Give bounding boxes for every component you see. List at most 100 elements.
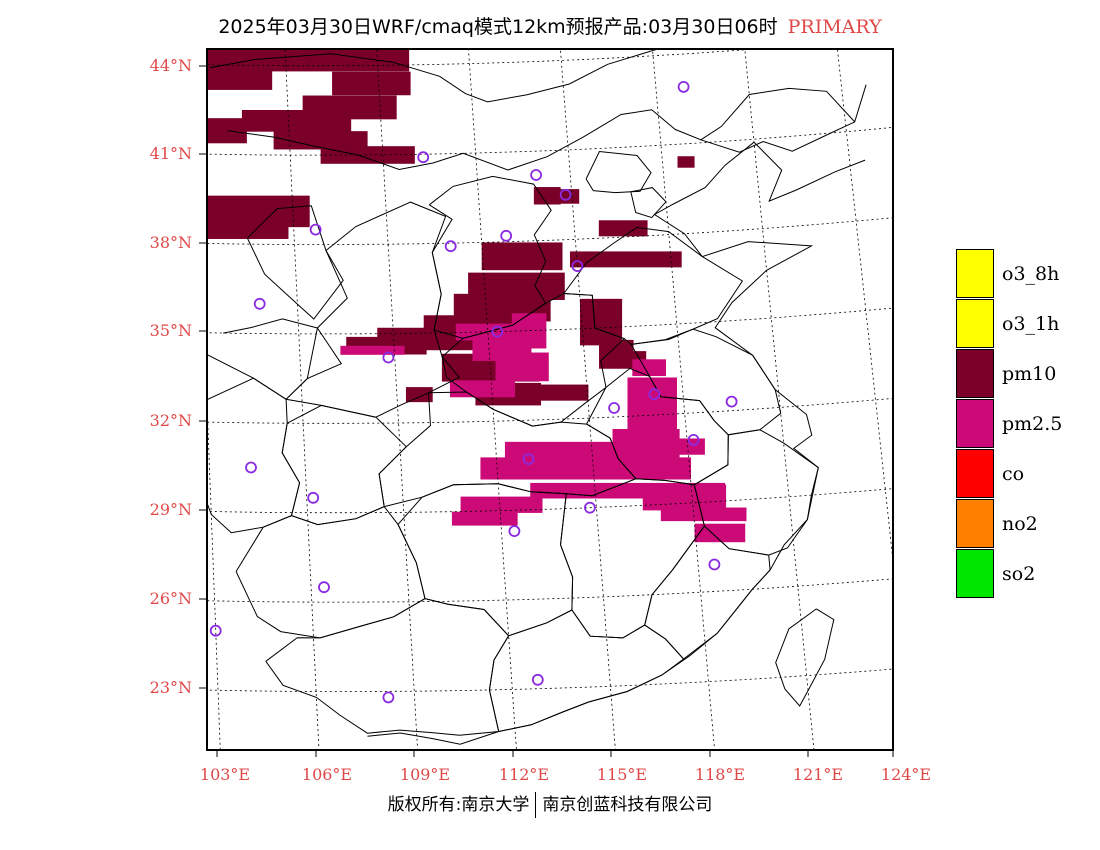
monitoring-station-marker bbox=[307, 491, 320, 504]
boundary-line bbox=[700, 84, 867, 153]
map-title: 2025年03月30日WRF/cmaq模式12km预报产品:03月30日06时 P… bbox=[0, 12, 1100, 39]
lon-label: 118°E bbox=[694, 765, 746, 784]
pm10-cell bbox=[405, 387, 433, 403]
monitoring-station-marker bbox=[417, 151, 430, 164]
pm10-cell bbox=[677, 156, 695, 168]
pm10-cell bbox=[207, 118, 247, 144]
station-layer bbox=[209, 81, 738, 704]
pm10-cell bbox=[598, 220, 648, 237]
pm10-cell bbox=[207, 70, 273, 90]
pm10-cell bbox=[207, 49, 410, 72]
pm25-cell bbox=[694, 523, 746, 543]
monitoring-station-marker bbox=[584, 501, 596, 514]
lat-label: 29°N bbox=[149, 500, 192, 519]
monitoring-station-marker bbox=[522, 453, 535, 466]
pm10-cell bbox=[533, 187, 561, 205]
pm25-cell bbox=[495, 352, 549, 382]
boundary-line bbox=[227, 87, 856, 171]
pm25-cell bbox=[612, 429, 647, 452]
boundary-line bbox=[563, 226, 744, 345]
boundary-line bbox=[246, 205, 344, 320]
pm25-cell bbox=[660, 507, 747, 522]
parallel-line bbox=[207, 578, 893, 603]
legend-swatch bbox=[956, 349, 994, 398]
pm25-cell bbox=[451, 511, 518, 526]
boundary-line bbox=[775, 608, 835, 707]
parallel-line bbox=[207, 397, 893, 424]
monitoring-station-marker bbox=[309, 223, 322, 236]
lat-label: 38°N bbox=[149, 233, 192, 252]
map-frame bbox=[206, 48, 894, 751]
pm25-cell bbox=[340, 345, 405, 355]
monitoring-station-marker bbox=[708, 558, 721, 571]
lon-label: 115°E bbox=[596, 765, 648, 784]
pm10-cell bbox=[249, 205, 298, 225]
monitoring-station-marker bbox=[382, 351, 395, 364]
boundary-line bbox=[630, 187, 667, 219]
lat-label: 23°N bbox=[149, 678, 192, 697]
primary-tag: PRIMARY bbox=[787, 16, 882, 38]
meridian-line bbox=[100, 0, 123, 777]
pm10-cell bbox=[320, 146, 415, 164]
pm10-cell bbox=[207, 219, 289, 239]
pm10-cell bbox=[273, 131, 368, 150]
parallel-line bbox=[207, 668, 893, 692]
meridian-line bbox=[744, 49, 815, 750]
legend-label: so2 bbox=[1002, 563, 1036, 585]
monitoring-station-marker bbox=[253, 297, 266, 310]
monitoring-station-marker bbox=[318, 581, 330, 594]
boundary-line bbox=[207, 377, 301, 534]
lat-label: 41°N bbox=[149, 144, 192, 163]
monitoring-station-marker bbox=[500, 229, 513, 242]
pm25-cell bbox=[449, 380, 516, 398]
monitoring-station-marker bbox=[209, 624, 222, 637]
boundary-line bbox=[265, 598, 510, 736]
legend-label: pm2.5 bbox=[1002, 413, 1063, 435]
boundary-line bbox=[285, 201, 460, 418]
pm10-cell bbox=[569, 251, 682, 268]
pm10-cell bbox=[332, 71, 411, 96]
copyright-company: 南京创蓝科技有限公司 bbox=[542, 795, 713, 815]
lon-label: 106°E bbox=[301, 765, 353, 784]
monitoring-station-marker bbox=[382, 691, 395, 704]
lat-label: 32°N bbox=[149, 411, 192, 430]
copyright-owner: 版权所有:南京大学 bbox=[387, 795, 530, 815]
lat-label: 35°N bbox=[149, 321, 192, 340]
legend-label: co bbox=[1002, 463, 1025, 485]
boundary-line bbox=[207, 318, 318, 400]
monitoring-station-marker bbox=[508, 525, 521, 537]
pm10-cell bbox=[579, 298, 623, 346]
pollution-layer bbox=[207, 49, 747, 543]
legend-label: pm10 bbox=[1002, 363, 1057, 385]
pm25-cell bbox=[642, 484, 727, 511]
footer-separator bbox=[535, 792, 537, 818]
meridian-line bbox=[376, 49, 419, 750]
meridian-line bbox=[837, 49, 893, 564]
monitoring-station-marker bbox=[725, 395, 738, 408]
meridian-line bbox=[284, 49, 320, 750]
monitoring-station-marker bbox=[530, 169, 542, 181]
pm10-cell bbox=[481, 242, 563, 271]
lat-label: 44°N bbox=[149, 56, 192, 75]
boundary-layer bbox=[207, 49, 867, 745]
boundary-line bbox=[209, 49, 660, 103]
boundary-line bbox=[693, 429, 819, 556]
legend-label: no2 bbox=[1002, 513, 1038, 535]
boundary-line bbox=[235, 505, 426, 639]
pm25-cell bbox=[664, 438, 705, 455]
legend-swatch bbox=[956, 449, 994, 498]
pm25-cell bbox=[511, 313, 547, 349]
monitoring-station-marker bbox=[491, 325, 504, 338]
axis-ticks bbox=[199, 65, 894, 757]
legend-swatch bbox=[956, 549, 994, 598]
lon-label: 112°E bbox=[498, 765, 550, 784]
legend-swatch bbox=[956, 299, 994, 348]
legend-swatch bbox=[956, 249, 994, 298]
pm10-cell bbox=[523, 384, 589, 401]
lon-label: 109°E bbox=[399, 765, 451, 784]
pm10-cell bbox=[241, 109, 352, 132]
legend-label: o3_8h bbox=[1002, 263, 1060, 285]
legend-swatch bbox=[956, 499, 994, 548]
boundary-line bbox=[488, 609, 685, 733]
